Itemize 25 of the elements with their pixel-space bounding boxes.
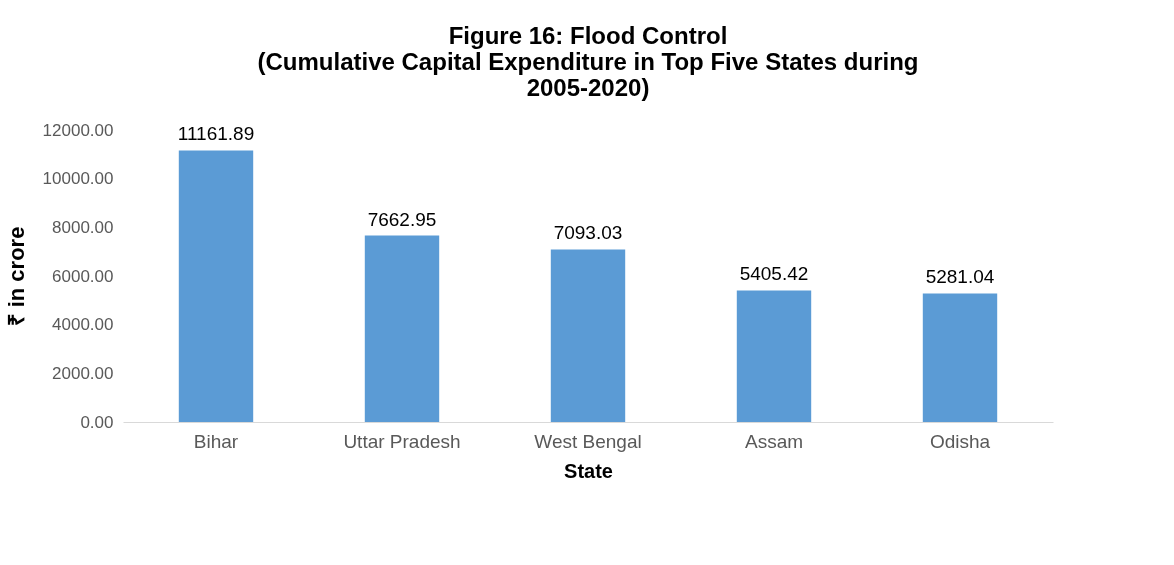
- bar: [364, 235, 440, 422]
- x-tick-label: West Bengal: [534, 430, 642, 452]
- data-label: 5405.42: [739, 263, 809, 285]
- chart-title: Figure 16: Flood Control (Cumulative Capital Expenditure in Top Five States during 2005-2020): [257, 22, 919, 101]
- x-axis-title: State: [564, 459, 613, 482]
- y-tick-label: 2000.00: [52, 363, 114, 383]
- bar: [736, 290, 812, 422]
- x-tick-label: Assam: [744, 430, 804, 452]
- data-label: 7093.03: [553, 222, 623, 244]
- y-tick-label: 8000.00: [52, 217, 114, 237]
- data-label: 5281.04: [925, 266, 995, 288]
- y-tick-label: 4000.00: [52, 315, 114, 335]
- x-tick-label: Uttar Pradesh: [343, 430, 461, 452]
- bar: [178, 150, 254, 422]
- data-label: 11161.89: [177, 123, 255, 145]
- y-tick-label: 10000.00: [42, 169, 114, 189]
- y-axis-title: ₹ in crore: [3, 226, 29, 327]
- data-label: 7662.95: [367, 208, 437, 230]
- bar: [550, 249, 626, 422]
- y-tick-label: 12000.00: [42, 120, 114, 140]
- bar: [922, 293, 998, 422]
- y-tick-label: 6000.00: [52, 266, 114, 286]
- y-tick-label: 0.00: [80, 412, 114, 432]
- x-tick-label: Bihar: [193, 430, 239, 452]
- x-tick-label: Odisha: [929, 430, 991, 452]
